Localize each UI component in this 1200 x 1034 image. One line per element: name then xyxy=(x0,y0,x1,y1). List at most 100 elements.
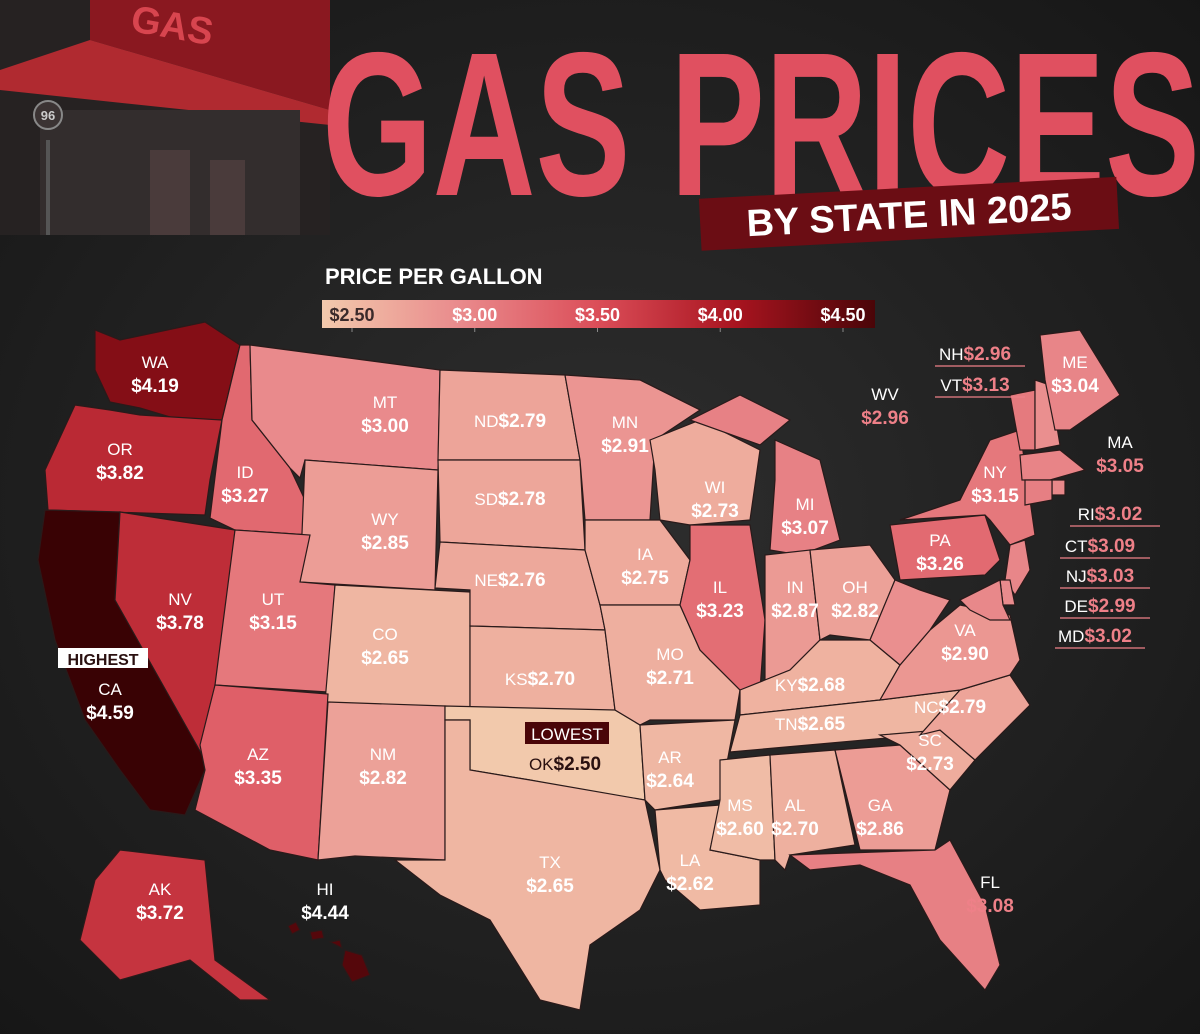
state-abbr: UT xyxy=(262,590,285,609)
state-abbr: WV xyxy=(871,385,899,404)
state-abbr: AZ xyxy=(247,745,269,764)
state xyxy=(1024,479,1053,506)
legend-tick-label: $3.50 xyxy=(575,305,620,325)
state-label: TN$2.65 xyxy=(775,714,846,735)
route-sign: 96 xyxy=(41,108,55,123)
state-price: $3.09 xyxy=(1088,536,1136,557)
state-abbr: FL xyxy=(980,873,1000,892)
state xyxy=(889,514,1001,581)
state-label: VT$3.13 xyxy=(940,375,1009,396)
state-price: $4.19 xyxy=(131,376,179,397)
state-abbr: HI xyxy=(317,880,334,899)
state-price: $2.65 xyxy=(526,876,574,897)
state-price: $4.59 xyxy=(86,703,134,724)
state-price: $2.86 xyxy=(856,819,904,840)
state-abbr: AK xyxy=(149,880,172,899)
legend-tick-label: $2.50 xyxy=(329,305,374,325)
state-abbr: MO xyxy=(656,645,683,664)
state xyxy=(317,701,446,861)
state xyxy=(1039,329,1121,431)
state-price: $3.05 xyxy=(1096,456,1144,477)
state-price: $3.13 xyxy=(962,375,1010,396)
state-abbr: MI xyxy=(796,495,815,514)
state-abbr: SC xyxy=(918,731,942,750)
state-price: $2.71 xyxy=(646,668,694,689)
state-abbr: GA xyxy=(868,796,893,815)
state-abbr: IN xyxy=(787,578,804,597)
state-abbr: ID xyxy=(237,463,254,482)
state-abbr: PA xyxy=(929,531,951,550)
state-price: $2.50 xyxy=(554,754,602,775)
state-price: $2.87 xyxy=(771,601,819,622)
state-abbr: TN xyxy=(775,715,798,734)
state-price: $2.76 xyxy=(498,570,546,591)
state-price: $3.27 xyxy=(221,486,269,507)
state-price: $3.82 xyxy=(96,463,144,484)
state-price: $3.04 xyxy=(1051,376,1099,397)
state-label: CT$3.09 xyxy=(1065,536,1135,557)
state-price: $2.90 xyxy=(941,644,989,665)
state-abbr: ME xyxy=(1062,353,1088,372)
state xyxy=(1004,539,1031,597)
state-label: MD$3.02 xyxy=(1058,626,1132,647)
lowest-label: LOWEST xyxy=(531,725,603,744)
state-price: $2.64 xyxy=(646,771,694,792)
state-price: $3.03 xyxy=(1087,566,1135,587)
legend-tick-label: $4.00 xyxy=(698,305,743,325)
state-price: $3.00 xyxy=(361,416,409,437)
state-abbr: OK xyxy=(529,755,554,774)
state-price: $2.70 xyxy=(528,669,576,690)
state-price: $2.96 xyxy=(861,408,909,429)
state xyxy=(564,374,702,521)
state-label: SD$2.78 xyxy=(474,489,545,510)
state-price: $2.79 xyxy=(939,697,987,718)
state-label: NJ$3.03 xyxy=(1066,566,1134,587)
state xyxy=(299,459,439,591)
state-abbr: VA xyxy=(954,621,976,640)
state-abbr: AR xyxy=(658,748,682,767)
state-abbr: MT xyxy=(373,393,398,412)
legend-title: PRICE PER GALLON xyxy=(325,264,543,289)
state-label: KS$2.70 xyxy=(505,669,575,690)
state-price: $2.82 xyxy=(831,601,879,622)
state-abbr: OH xyxy=(842,578,868,597)
state-label: OK$2.50 xyxy=(529,754,601,775)
subtitle-box xyxy=(698,176,1120,251)
state-price: $2.85 xyxy=(361,533,409,554)
state-abbr: OR xyxy=(107,440,133,459)
state-abbr: MS xyxy=(727,796,753,815)
state-abbr: NH xyxy=(939,345,964,364)
state-price: $2.99 xyxy=(1088,596,1136,617)
state-price: $3.02 xyxy=(1095,504,1143,525)
state-label: KY$2.68 xyxy=(775,675,845,696)
state-price: $3.35 xyxy=(234,768,282,789)
state xyxy=(393,719,661,1011)
state xyxy=(44,404,223,516)
states xyxy=(37,321,1121,1011)
state xyxy=(287,921,371,983)
state-price: $2.73 xyxy=(691,501,739,522)
state-abbr: MN xyxy=(612,413,638,432)
state xyxy=(788,839,1001,992)
state-price: $3.08 xyxy=(966,896,1014,917)
state-price: $2.65 xyxy=(798,714,846,735)
state-label: DE$2.99 xyxy=(1064,596,1135,617)
state-price: $2.65 xyxy=(361,648,409,669)
state-price: $3.23 xyxy=(696,601,744,622)
state-abbr: NE xyxy=(474,571,498,590)
state xyxy=(1034,379,1061,451)
state-price: $2.60 xyxy=(716,819,764,840)
state-abbr: MA xyxy=(1107,433,1133,452)
state-price: $2.91 xyxy=(601,436,649,457)
legend-tick-label: $3.00 xyxy=(452,305,497,325)
state-abbr: RI xyxy=(1078,505,1095,524)
state-label: NC$2.79 xyxy=(914,697,986,718)
state-abbr: CT xyxy=(1065,537,1088,556)
state-price: $3.78 xyxy=(156,613,204,634)
state xyxy=(899,429,1036,546)
state-label: NH$2.96 xyxy=(939,344,1011,365)
state-price: $4.44 xyxy=(301,903,349,924)
state-abbr: WI xyxy=(705,478,726,497)
state xyxy=(869,579,951,666)
